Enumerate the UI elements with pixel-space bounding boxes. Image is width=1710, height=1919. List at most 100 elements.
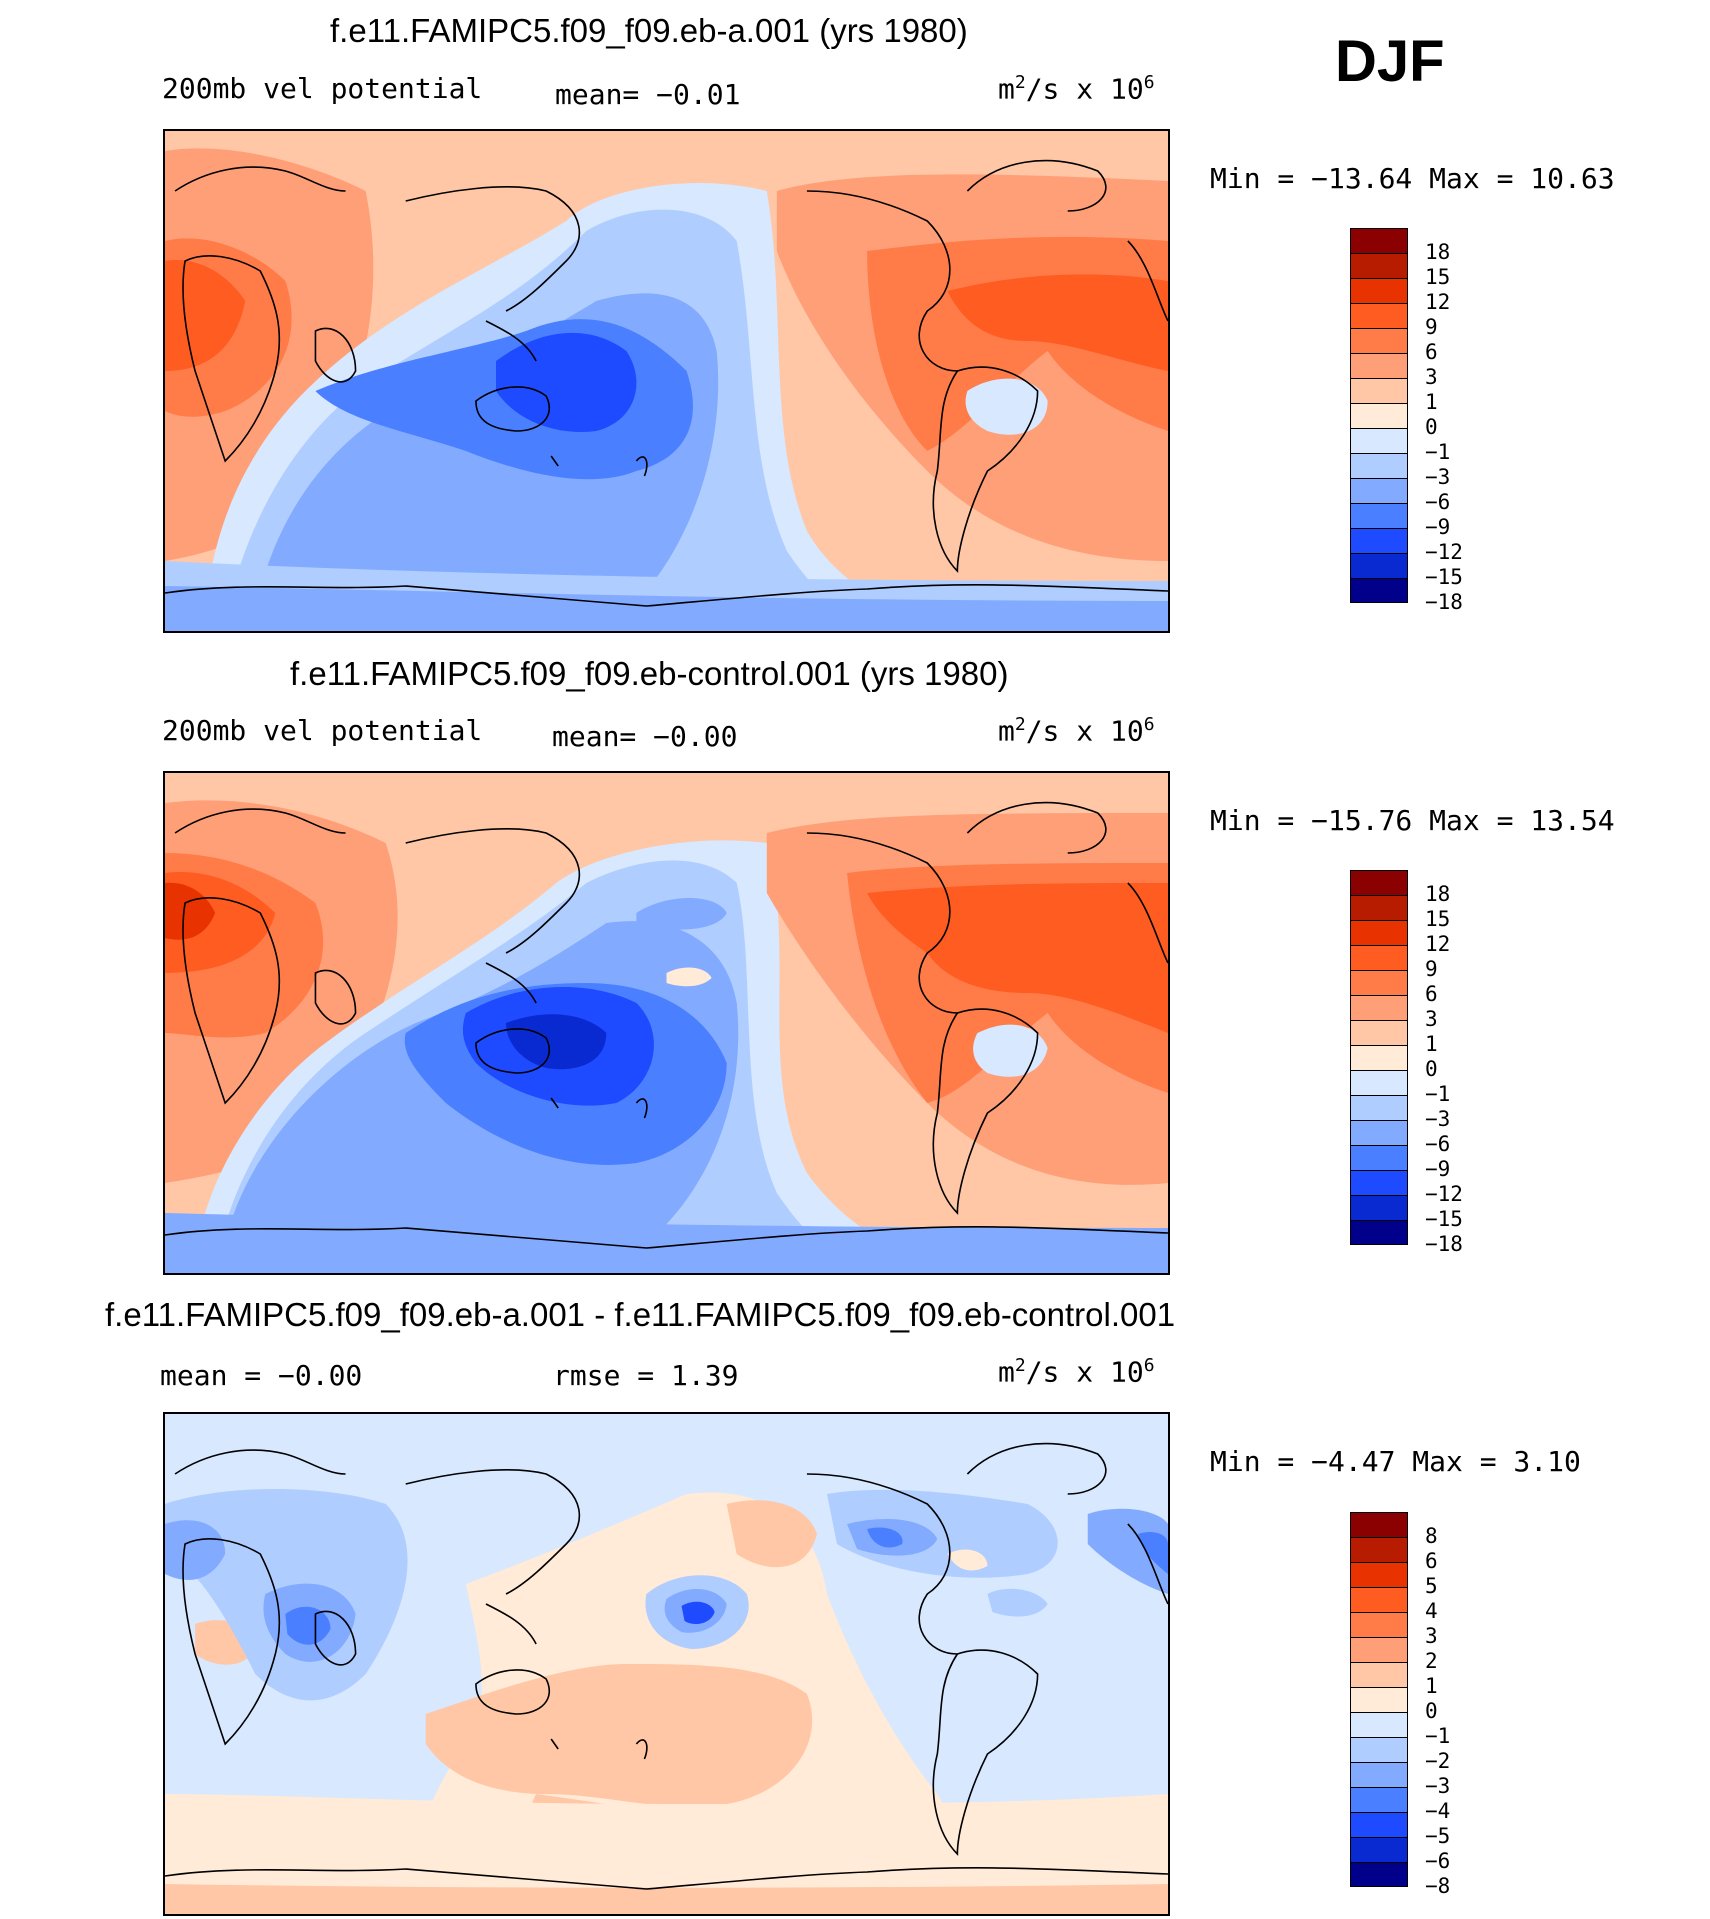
colorbar-tick-label: −3 (1425, 1774, 1451, 1798)
colorbar-tick-label: −15 (1425, 1207, 1463, 1231)
colorbar-tick-label: −4 (1425, 1799, 1451, 1823)
minmax-label: Min = −4.47 Max = 3.10 (1210, 1445, 1581, 1478)
map-plot (163, 129, 1170, 633)
colorbar-swatch (1350, 945, 1408, 970)
colorbar-tick-label: 8 (1425, 1524, 1438, 1548)
units-label: m2/s x 106 (998, 714, 1155, 748)
variable-label: 200mb vel potential (162, 714, 483, 747)
colorbar-swatch (1350, 1637, 1408, 1662)
panel-title: f.e11.FAMIPC5.f09_f09.eb-control.001 (yr… (290, 655, 1009, 692)
rmse-label: rmse = 1.39 (553, 1359, 739, 1392)
colorbar-tick-label: 3 (1425, 1007, 1438, 1031)
colorbar-swatch (1350, 1020, 1408, 1045)
colorbar-swatch (1350, 1712, 1408, 1737)
colorbar-swatch (1350, 1562, 1408, 1587)
colorbar-tick-label: 6 (1425, 340, 1438, 364)
colorbar-tick-label: 3 (1425, 365, 1438, 389)
colorbar-swatch (1350, 253, 1408, 278)
colorbar-swatch (1350, 353, 1408, 378)
minmax-label: Min = −15.76 Max = 13.54 (1210, 804, 1615, 837)
colorbar-tick-label: −12 (1425, 540, 1463, 564)
colorbar-swatch (1350, 1120, 1408, 1145)
colorbar-swatch (1350, 1812, 1408, 1837)
colorbar-swatch (1350, 995, 1408, 1020)
colorbar-tick-label: −9 (1425, 515, 1451, 539)
colorbar-swatch (1350, 1220, 1408, 1245)
colorbar-tick-label: 6 (1425, 982, 1438, 1006)
colorbar-tick-label: 18 (1425, 240, 1451, 264)
colorbar-swatch (1350, 303, 1408, 328)
colorbar-swatch (1350, 553, 1408, 578)
colorbar-swatch (1350, 278, 1408, 303)
colorbar-tick-label: 4 (1425, 1599, 1438, 1623)
colorbar-swatch (1350, 1762, 1408, 1787)
colorbar-tick-label: −6 (1425, 490, 1451, 514)
season-label: DJF (1335, 29, 1445, 94)
map-plot (163, 771, 1170, 1275)
colorbar-tick-label: −1 (1425, 1082, 1451, 1106)
colorbar-swatch (1350, 228, 1408, 253)
colorbar-tick-label: −15 (1425, 565, 1463, 589)
contour-map (165, 773, 1168, 1273)
colorbar-tick-label: 0 (1425, 1057, 1438, 1081)
colorbar-swatch (1350, 403, 1408, 428)
colorbar-tick-label: −6 (1425, 1849, 1451, 1873)
colorbar-swatch (1350, 478, 1408, 503)
colorbar-swatch (1350, 1095, 1408, 1120)
colorbar-tick-label: 0 (1425, 1699, 1438, 1723)
colorbar-tick-label: 18 (1425, 882, 1451, 906)
colorbar-swatch (1350, 1512, 1408, 1537)
colorbar-swatch (1350, 1737, 1408, 1762)
colorbar-swatch (1350, 503, 1408, 528)
colorbar-tick-label: 0 (1425, 415, 1438, 439)
colorbar-swatch (1350, 920, 1408, 945)
colorbar-swatch (1350, 1537, 1408, 1562)
colorbar-tick-label: −6 (1425, 1132, 1451, 1156)
panel-title: f.e11.FAMIPC5.f09_f09.eb-a.001 (yrs 1980… (330, 12, 968, 49)
colorbar (1350, 1512, 1408, 1887)
colorbar-swatch (1350, 1787, 1408, 1812)
colorbar-swatch (1350, 1837, 1408, 1862)
colorbar-tick-label: 1 (1425, 1674, 1438, 1698)
colorbar-swatch (1350, 1045, 1408, 1070)
colorbar-swatch (1350, 1612, 1408, 1637)
colorbar-tick-label: −18 (1425, 1232, 1463, 1256)
colorbar-swatch (1350, 1862, 1408, 1887)
units-label: m2/s x 106 (998, 1355, 1155, 1389)
mean-label: mean = −0.00 (160, 1359, 363, 1392)
colorbar-tick-label: 1 (1425, 1032, 1438, 1056)
variable-label: 200mb vel potential (162, 72, 483, 105)
colorbar-swatch (1350, 428, 1408, 453)
colorbar-tick-label: −12 (1425, 1182, 1463, 1206)
contour-map (165, 1414, 1168, 1914)
colorbar-tick-label: −18 (1425, 590, 1463, 614)
colorbar (1350, 228, 1408, 603)
colorbar-tick-label: 15 (1425, 265, 1451, 289)
colorbar-tick-label: 1 (1425, 390, 1438, 414)
colorbar-tick-label: 12 (1425, 932, 1451, 956)
colorbar-swatch (1350, 1170, 1408, 1195)
colorbar-tick-label: 6 (1425, 1549, 1438, 1573)
colorbar-swatch (1350, 1145, 1408, 1170)
colorbar-swatch (1350, 1070, 1408, 1095)
colorbar-tick-label: −3 (1425, 1107, 1451, 1131)
colorbar-swatch (1350, 1195, 1408, 1220)
mean-label: mean= −0.00 (552, 720, 738, 753)
mean-label: mean= −0.01 (555, 78, 741, 111)
colorbar-swatch (1350, 453, 1408, 478)
colorbar-swatch (1350, 870, 1408, 895)
colorbar-tick-label: 5 (1425, 1574, 1438, 1598)
colorbar-swatch (1350, 378, 1408, 403)
units-label: m2/s x 106 (998, 72, 1155, 106)
colorbar-swatch (1350, 970, 1408, 995)
contour-map (165, 131, 1168, 631)
colorbar-tick-label: −8 (1425, 1874, 1451, 1898)
colorbar-tick-label: −3 (1425, 465, 1451, 489)
colorbar-swatch (1350, 528, 1408, 553)
map-plot (163, 1412, 1170, 1916)
colorbar-tick-label: 9 (1425, 957, 1438, 981)
colorbar (1350, 870, 1408, 1245)
colorbar-tick-label: −1 (1425, 440, 1451, 464)
colorbar-swatch (1350, 1687, 1408, 1712)
colorbar-swatch (1350, 328, 1408, 353)
